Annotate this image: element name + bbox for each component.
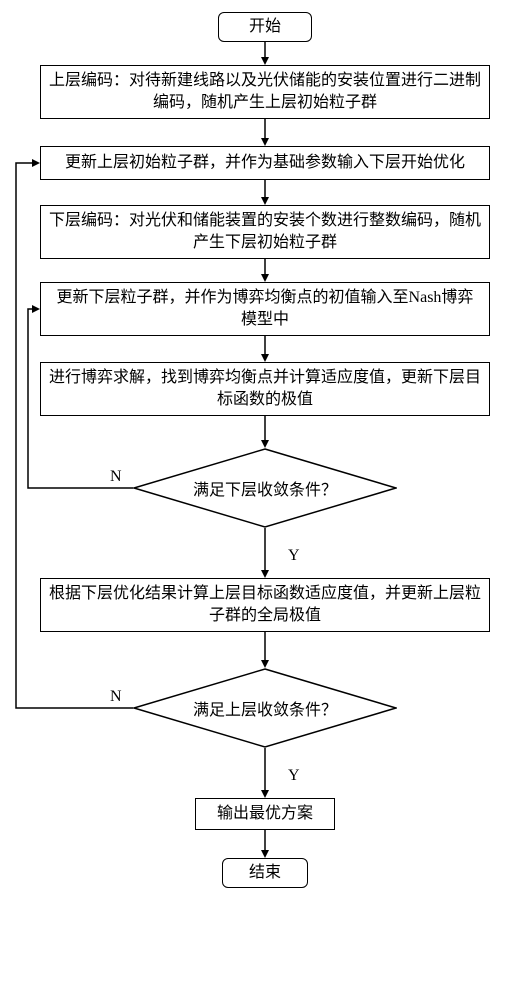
node-end: 结束 bbox=[222, 858, 308, 888]
p3-label: 下层编码：对光伏和储能装置的安装个数进行整数编码，随机产生下层初始粒子群 bbox=[49, 210, 481, 253]
d2-label: 满足上层收敛条件？ bbox=[193, 696, 337, 720]
edge-p1-p2 bbox=[260, 119, 270, 146]
d1-n-label: N bbox=[110, 468, 122, 486]
edge-d1-p6 bbox=[260, 528, 270, 578]
edge-p7-end bbox=[260, 830, 270, 858]
edge-p3-p4 bbox=[260, 259, 270, 282]
p4-label: 更新下层粒子群，并作为博弈均衡点的初值输入至Nash博弈模型中 bbox=[49, 287, 481, 330]
d1-y-label: Y bbox=[288, 547, 300, 565]
p2-label: 更新上层初始粒子群，并作为基础参数输入下层开始优化 bbox=[65, 152, 465, 174]
start-label: 开始 bbox=[249, 16, 281, 38]
node-start: 开始 bbox=[218, 12, 312, 42]
edge-p2-p3 bbox=[260, 180, 270, 205]
node-p7: 输出最优方案 bbox=[195, 798, 335, 830]
node-d1: 满足下层收敛条件？ bbox=[133, 448, 397, 528]
p5-label: 进行博弈求解，找到博弈均衡点并计算适应度值，更新下层目标函数的极值 bbox=[49, 367, 481, 410]
flowchart-container: N Y N Y 开始 上层编码：对待新建线路以及光伏储能的安装位置进行二进制编码… bbox=[0, 0, 529, 1000]
node-p1: 上层编码：对待新建线路以及光伏储能的安装位置进行二进制编码，随机产生上层初始粒子… bbox=[40, 65, 490, 119]
d1-label: 满足下层收敛条件？ bbox=[193, 476, 337, 500]
node-p4: 更新下层粒子群，并作为博弈均衡点的初值输入至Nash博弈模型中 bbox=[40, 282, 490, 336]
edge-p4-p5 bbox=[260, 336, 270, 362]
edge-p6-d2 bbox=[260, 632, 270, 668]
node-p5: 进行博弈求解，找到博弈均衡点并计算适应度值，更新下层目标函数的极值 bbox=[40, 362, 490, 416]
p6-label: 根据下层优化结果计算上层目标函数适应度值，并更新上层粒子群的全局极值 bbox=[49, 583, 481, 626]
edge-start-p1 bbox=[260, 42, 270, 65]
p7-label: 输出最优方案 bbox=[217, 803, 313, 825]
node-p3: 下层编码：对光伏和储能装置的安装个数进行整数编码，随机产生下层初始粒子群 bbox=[40, 205, 490, 259]
d2-y-label: Y bbox=[288, 767, 300, 785]
d2-n-label: N bbox=[110, 688, 122, 706]
p1-label: 上层编码：对待新建线路以及光伏储能的安装位置进行二进制编码，随机产生上层初始粒子… bbox=[49, 70, 481, 113]
end-label: 结束 bbox=[249, 862, 281, 884]
node-p6: 根据下层优化结果计算上层目标函数适应度值，并更新上层粒子群的全局极值 bbox=[40, 578, 490, 632]
edge-p5-d1 bbox=[260, 416, 270, 448]
edge-d2-p7 bbox=[260, 748, 270, 798]
node-d2: 满足上层收敛条件？ bbox=[133, 668, 397, 748]
node-p2: 更新上层初始粒子群，并作为基础参数输入下层开始优化 bbox=[40, 146, 490, 180]
